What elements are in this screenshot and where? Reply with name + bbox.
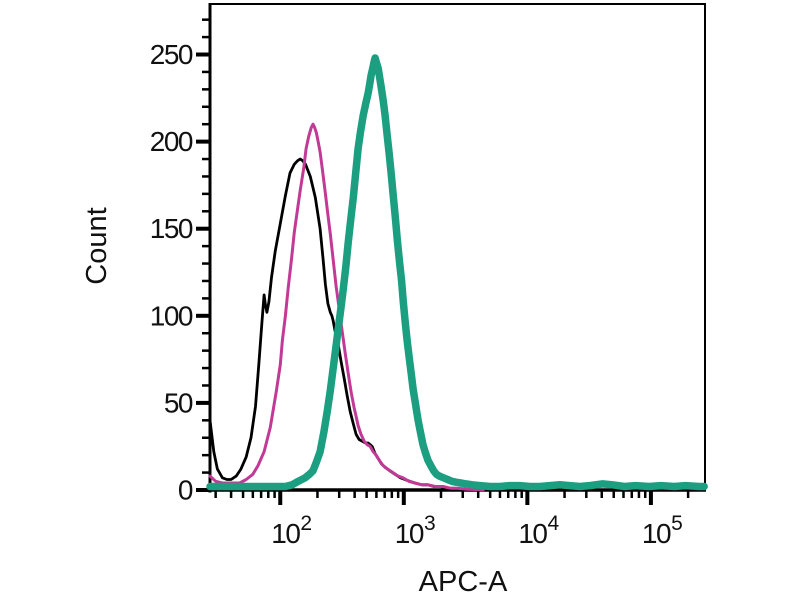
y-tick-label-50: 50 bbox=[164, 387, 193, 418]
y-tick-label-200: 200 bbox=[150, 126, 193, 157]
green-curve bbox=[206, 54, 708, 491]
y-tick-label-250: 250 bbox=[150, 39, 193, 70]
y-tick-label-150: 150 bbox=[150, 213, 193, 244]
y-tick-label-100: 100 bbox=[150, 300, 193, 331]
axis-tick-labels: 0 50 100 150 200 250 102 103 104 105 bbox=[150, 39, 684, 549]
x-tick-label-1e4: 104 bbox=[518, 512, 559, 549]
x-axis-title: APC-A bbox=[419, 566, 508, 598]
x-tick-label-1e5: 105 bbox=[642, 512, 682, 549]
plot-frame bbox=[208, 3, 706, 493]
y-tick-label-0: 0 bbox=[178, 475, 193, 506]
magenta-curve bbox=[208, 122, 485, 492]
x-tick-label-1e3: 103 bbox=[395, 512, 435, 549]
y-axis-title: Count bbox=[81, 207, 113, 284]
x-tick-label-1e2: 102 bbox=[271, 512, 311, 549]
histogram-curves bbox=[206, 54, 708, 492]
